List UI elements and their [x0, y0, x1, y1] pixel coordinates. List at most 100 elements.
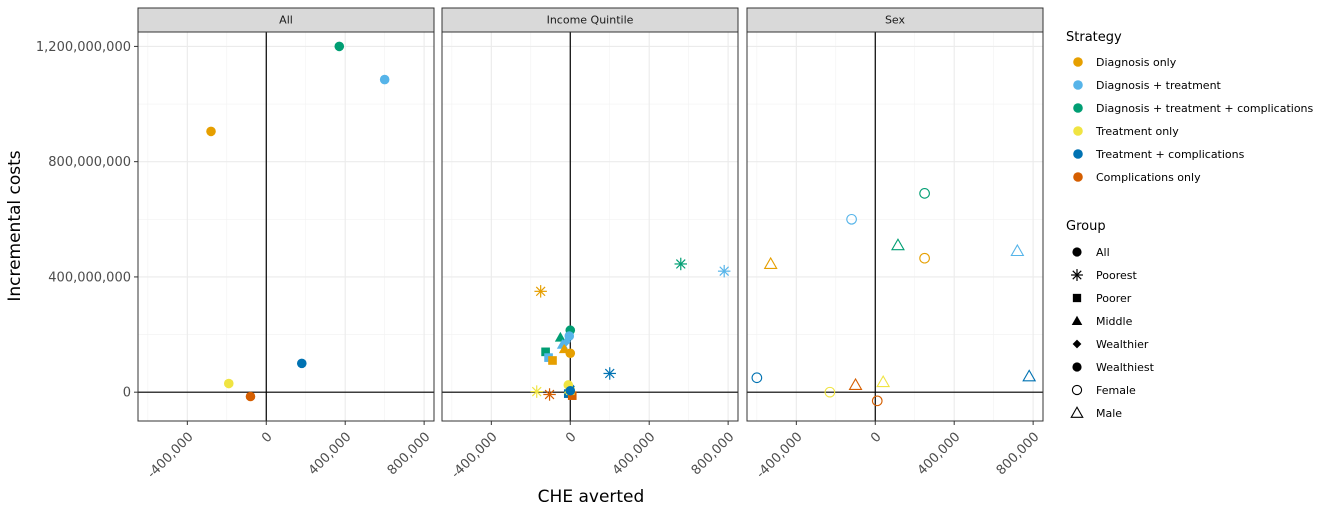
- panels: All Income Quintile Sex: [137, 7, 1044, 425]
- x-tick-label: 0: [868, 430, 884, 446]
- legend-item-strategy: Treatment + complications: [1073, 148, 1245, 161]
- data-point: [763, 256, 778, 270]
- data-point: [334, 41, 345, 52]
- legend-key: [1071, 269, 1083, 281]
- data-point: [567, 391, 577, 400]
- data-point: [206, 126, 216, 137]
- data-point: [379, 74, 390, 85]
- data-point: [245, 391, 256, 402]
- legend-key: [1073, 126, 1083, 136]
- legend-item-group: Wealthiest: [1072, 361, 1155, 374]
- data-point: [891, 238, 905, 251]
- legend-key: [1073, 172, 1083, 182]
- legend-key: [1071, 384, 1083, 396]
- data-point: [919, 252, 930, 264]
- legend-label: All: [1096, 246, 1110, 259]
- data-point: [565, 385, 576, 396]
- data-point: [848, 377, 863, 391]
- legend-key: [1073, 80, 1083, 90]
- data-point: [846, 213, 857, 225]
- x-tick-label: 400,000: [610, 430, 659, 479]
- legend-label: Male: [1096, 407, 1122, 420]
- legend-item-group: Poorer: [1072, 292, 1132, 305]
- x-tick-label: 0: [259, 430, 275, 446]
- legend-item-strategy: Treatment only: [1073, 125, 1179, 138]
- data-point: [543, 388, 556, 401]
- facet-strip-label: Income Quintile: [547, 14, 634, 27]
- legend-title-group: Group: [1066, 219, 1106, 234]
- x-tick-label: 400,000: [915, 430, 964, 479]
- data-point: [541, 347, 550, 357]
- data-point: [296, 358, 307, 369]
- data-point: [603, 367, 616, 380]
- legend-key: [1072, 339, 1082, 349]
- legend-item-strategy: Diagnosis only: [1073, 56, 1177, 69]
- legend-item-group: Female: [1071, 384, 1136, 397]
- data-point: [824, 386, 836, 398]
- facet-panel-2: Sex: [746, 7, 1044, 425]
- legend-key: [1070, 406, 1084, 418]
- legend-key: [1071, 315, 1083, 325]
- legend-item-group: Middle: [1071, 315, 1133, 328]
- legend-item-group: Male: [1070, 406, 1122, 420]
- data-point: [1010, 243, 1025, 257]
- data-point: [554, 331, 566, 342]
- data-point: [871, 395, 883, 407]
- x-tick-label: 0: [563, 430, 579, 446]
- data-point: [530, 385, 543, 398]
- legend-label: Wealthiest: [1096, 361, 1155, 374]
- data-point: [548, 356, 557, 365]
- legend-item-group: Wealthier: [1072, 338, 1149, 351]
- data-point: [564, 331, 575, 341]
- data-point: [534, 285, 547, 298]
- legend-key: [1073, 103, 1083, 113]
- x-tick-label: -400,000: [754, 430, 806, 482]
- legend-label: Treatment only: [1095, 125, 1179, 138]
- legend-label: Treatment + complications: [1095, 148, 1245, 161]
- legend: Strategy Diagnosis only Diagnosis + treatm…: [1066, 30, 1314, 420]
- panel-border: [746, 31, 1044, 422]
- y-tick-label: 0: [123, 386, 131, 401]
- x-axis-title: CHE averted: [538, 487, 645, 507]
- y-tick-label: 1,200,000,000: [36, 40, 131, 55]
- x-tick-label: 400,000: [306, 430, 355, 479]
- legend-key: [1073, 57, 1083, 67]
- legend-title-strategy: Strategy: [1066, 30, 1122, 45]
- legend-key: [1073, 149, 1083, 159]
- x-tick-label: -400,000: [449, 430, 501, 482]
- panel-border: [137, 31, 435, 422]
- legend-label: Diagnosis only: [1096, 56, 1177, 69]
- legend-label: Poorer: [1096, 292, 1132, 305]
- plot-background: [138, 32, 434, 421]
- facet-strip: [137, 7, 435, 33]
- facet-strip-label: All: [279, 14, 293, 27]
- data-point: [717, 264, 731, 278]
- data-point: [919, 188, 930, 199]
- data-point: [1022, 369, 1037, 382]
- legend-key: [1072, 362, 1082, 372]
- legend-item-group: Poorest: [1071, 269, 1137, 282]
- facet-strip: [441, 7, 739, 33]
- x-tick-label: -400,000: [145, 430, 197, 482]
- legend-item-strategy: Diagnosis + treatment + complications: [1073, 102, 1314, 115]
- data-point: [751, 372, 763, 384]
- x-tick-labels: -400,000 0 400,000 800,000 -400,000 0 400,000 8…: [145, 430, 1043, 482]
- data-point: [565, 348, 576, 359]
- legend-label: Wealthier: [1096, 338, 1149, 351]
- legend-label: Diagnosis + treatment + complications: [1096, 102, 1314, 115]
- x-tick-label: 800,000: [994, 430, 1043, 479]
- legend-label: Complications only: [1096, 171, 1201, 184]
- plot-background: [747, 32, 1043, 421]
- data-point: [876, 374, 891, 388]
- legend-label: Poorest: [1096, 269, 1137, 282]
- facet-panel-0: All: [137, 7, 435, 425]
- legend-item-strategy: Complications only: [1073, 171, 1201, 184]
- data-point: [674, 257, 688, 271]
- facet-strip: [746, 7, 1044, 33]
- x-tick-label: 800,000: [385, 430, 434, 479]
- y-tick-label: 800,000,000: [48, 155, 131, 170]
- legend-item-group: All: [1072, 246, 1110, 259]
- legend-key: [1072, 293, 1082, 303]
